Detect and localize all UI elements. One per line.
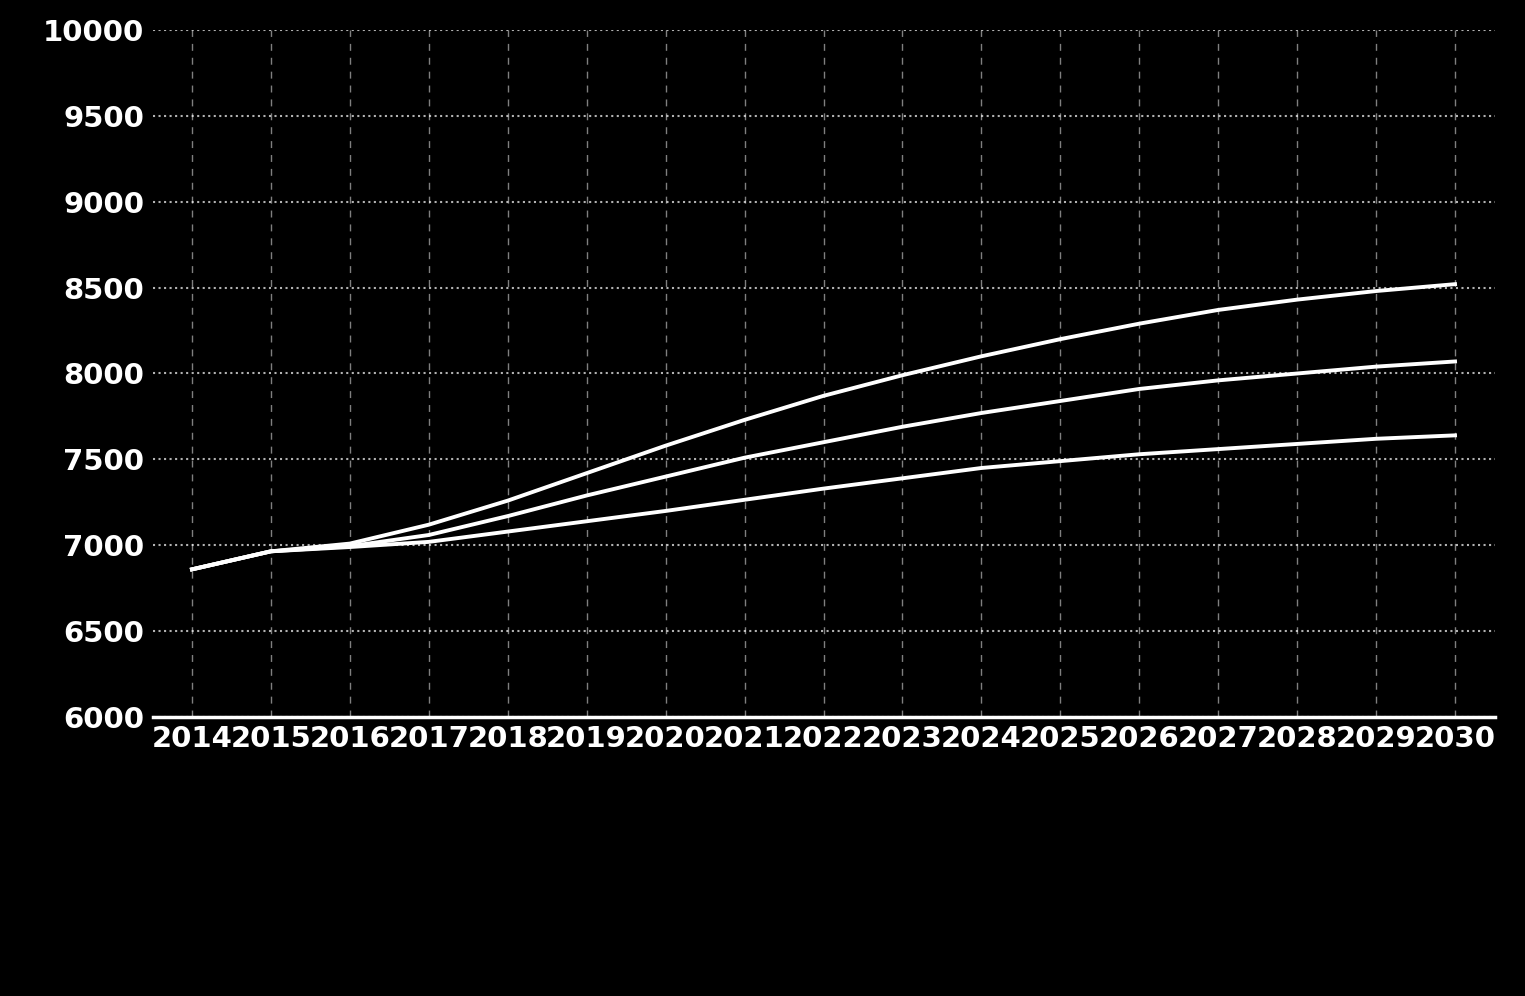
Keskusta (asuntotuotanto keskimäärin 42 500 kem2/v.) <box>1289 368 1307 379</box>
Keskusta (asuntotuotanto keskimäärin 42 500 kem2/v.) <box>1051 395 1069 407</box>
Keskusta (asuntotuotanto keskimäärin 42 500 kem2/v.) <box>1209 374 1228 386</box>
Keskusta (asuntotuotanto keskimäärin 50 000 kem2/v.) <box>1366 285 1385 297</box>
Keskusta (asuntotuotanto keskimäärin 35 000 kem2/v.) <box>656 505 674 517</box>
Keskusta (asuntotuotanto keskimäärin 35 000 kem2/v.) <box>419 536 438 548</box>
Keskusta (asuntotuotanto keskimäärin 50 000 kem2/v.) <box>1446 278 1464 290</box>
Keskusta (asuntotuotanto keskimäärin 50 000 kem2/v.) <box>578 467 596 479</box>
Keskusta (asuntotuotanto keskimäärin 42 500 kem2/v.) <box>894 420 912 432</box>
Keskusta (asuntotuotanto keskimäärin 42 500 kem2/v.) <box>656 470 674 482</box>
Keskusta (asuntotuotanto keskimäärin 42 500 kem2/v.) <box>735 452 753 464</box>
Keskusta (asuntotuotanto keskimäärin 35 000 kem2/v.) <box>1366 433 1385 445</box>
Keskusta (asuntotuotanto keskimäärin 35 000 kem2/v.) <box>499 526 517 538</box>
Keskusta (asuntotuotanto keskimäärin 50 000 kem2/v.) <box>814 389 833 401</box>
Keskusta (asuntotuotanto keskimäärin 42 500 kem2/v.) <box>262 546 281 558</box>
Line: Keskusta (asuntotuotanto keskimäärin 42 500 kem2/v.): Keskusta (asuntotuotanto keskimäärin 42 … <box>192 362 1455 570</box>
Keskusta (asuntotuotanto keskimäärin 35 000 kem2/v.) <box>1051 455 1069 467</box>
Keskusta (asuntotuotanto keskimäärin 50 000 kem2/v.) <box>894 370 912 381</box>
Keskusta (asuntotuotanto keskimäärin 35 000 kem2/v.) <box>1130 448 1148 460</box>
Keskusta (asuntotuotanto keskimäärin 50 000 kem2/v.) <box>735 414 753 426</box>
Keskusta (asuntotuotanto keskimäärin 42 500 kem2/v.) <box>814 436 833 448</box>
Keskusta (asuntotuotanto keskimäärin 42 500 kem2/v.) <box>1446 356 1464 368</box>
Keskusta (asuntotuotanto keskimäärin 42 500 kem2/v.) <box>183 564 201 576</box>
Keskusta (asuntotuotanto keskimäärin 50 000 kem2/v.) <box>419 519 438 531</box>
Keskusta (asuntotuotanto keskimäärin 35 000 kem2/v.) <box>1289 438 1307 450</box>
Keskusta (asuntotuotanto keskimäärin 35 000 kem2/v.) <box>1209 443 1228 455</box>
Line: Keskusta (asuntotuotanto keskimäärin 50 000 kem2/v.): Keskusta (asuntotuotanto keskimäärin 50 … <box>192 284 1455 570</box>
Keskusta (asuntotuotanto keskimäärin 35 000 kem2/v.) <box>735 494 753 506</box>
Keskusta (asuntotuotanto keskimäärin 42 500 kem2/v.) <box>499 510 517 522</box>
Keskusta (asuntotuotanto keskimäärin 42 500 kem2/v.) <box>578 489 596 501</box>
Keskusta (asuntotuotanto keskimäärin 42 500 kem2/v.) <box>340 540 358 552</box>
Keskusta (asuntotuotanto keskimäärin 42 500 kem2/v.) <box>1130 383 1148 395</box>
Keskusta (asuntotuotanto keskimäärin 42 500 kem2/v.) <box>419 529 438 541</box>
Keskusta (asuntotuotanto keskimäärin 50 000 kem2/v.) <box>262 546 281 558</box>
Keskusta (asuntotuotanto keskimäärin 42 500 kem2/v.) <box>973 407 991 419</box>
Keskusta (asuntotuotanto keskimäärin 35 000 kem2/v.) <box>578 515 596 527</box>
Keskusta (asuntotuotanto keskimäärin 50 000 kem2/v.) <box>183 564 201 576</box>
Keskusta (asuntotuotanto keskimäärin 50 000 kem2/v.) <box>973 351 991 363</box>
Keskusta (asuntotuotanto keskimäärin 35 000 kem2/v.) <box>262 546 281 558</box>
Keskusta (asuntotuotanto keskimäärin 35 000 kem2/v.) <box>894 472 912 484</box>
Keskusta (asuntotuotanto keskimäärin 50 000 kem2/v.) <box>499 495 517 507</box>
Keskusta (asuntotuotanto keskimäärin 35 000 kem2/v.) <box>340 541 358 553</box>
Keskusta (asuntotuotanto keskimäärin 35 000 kem2/v.) <box>973 462 991 474</box>
Keskusta (asuntotuotanto keskimäärin 35 000 kem2/v.) <box>183 564 201 576</box>
Keskusta (asuntotuotanto keskimäärin 50 000 kem2/v.) <box>1289 294 1307 306</box>
Keskusta (asuntotuotanto keskimäärin 50 000 kem2/v.) <box>656 439 674 451</box>
Keskusta (asuntotuotanto keskimäärin 35 000 kem2/v.) <box>814 483 833 495</box>
Keskusta (asuntotuotanto keskimäärin 50 000 kem2/v.) <box>1051 333 1069 346</box>
Keskusta (asuntotuotanto keskimäärin 50 000 kem2/v.) <box>340 538 358 550</box>
Keskusta (asuntotuotanto keskimäärin 50 000 kem2/v.) <box>1130 318 1148 330</box>
Keskusta (asuntotuotanto keskimäärin 50 000 kem2/v.) <box>1209 304 1228 316</box>
Line: Keskusta (asuntotuotanto keskimäärin 35 000 kem2/v.): Keskusta (asuntotuotanto keskimäärin 35 … <box>192 435 1455 570</box>
Keskusta (asuntotuotanto keskimäärin 35 000 kem2/v.) <box>1446 429 1464 441</box>
Keskusta (asuntotuotanto keskimäärin 42 500 kem2/v.) <box>1366 361 1385 373</box>
